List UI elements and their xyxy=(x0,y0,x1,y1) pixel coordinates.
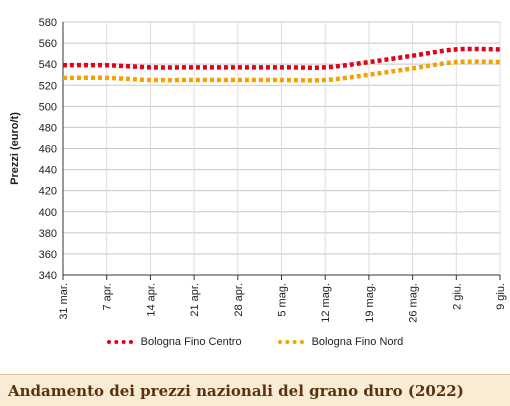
y-tick-label: 360 xyxy=(39,249,57,261)
y-tick-label: 520 xyxy=(39,80,57,92)
x-tick-label: 21 apr. xyxy=(189,283,201,317)
legend-swatch xyxy=(106,340,133,344)
x-tick-label: 26 mag. xyxy=(408,283,420,323)
y-tick-label: 480 xyxy=(39,122,57,134)
axes: 340 360 380 400 420 440 460 480 500 520 540 560 580 3… xyxy=(39,17,507,323)
y-tick-label: 500 xyxy=(39,101,57,113)
x-tick-label: 9 giu. xyxy=(495,283,507,310)
legend-item-2: Bologna Fino Nord xyxy=(277,336,404,348)
x-tick-label: 12 mag. xyxy=(320,283,332,323)
chart-title-bar: Andamento dei prezzi nazionali del grano… xyxy=(0,374,510,406)
legend-item-1: Bologna Fino Centro xyxy=(106,336,242,348)
y-tick-label: 420 xyxy=(39,186,57,198)
grid xyxy=(62,21,501,276)
legend-label: Bologna Fino Centro xyxy=(140,336,242,348)
x-tick-label: 7 apr. xyxy=(102,283,114,311)
y-axis-label: Prezzi (euro/t) xyxy=(9,112,21,185)
legend-label: Bologna Fino Nord xyxy=(311,336,404,348)
y-tick-label: 440 xyxy=(39,165,57,177)
y-tick-label: 460 xyxy=(39,144,57,156)
y-tick-label: 540 xyxy=(39,59,57,71)
y-tick-label: 400 xyxy=(39,207,57,219)
y-tick-label: 380 xyxy=(39,228,57,240)
x-tick-label: 5 mag. xyxy=(277,283,289,317)
legend: Bologna Fino Centro Bologna Fino Nord xyxy=(0,330,510,354)
series-layer xyxy=(62,46,501,83)
x-tick-label: 2 giu. xyxy=(451,283,463,310)
x-tick-label: 28 apr. xyxy=(233,283,245,317)
x-tick-label: 19 mag. xyxy=(364,283,376,323)
x-tick-label: 14 apr. xyxy=(145,283,157,317)
y-tick-label: 340 xyxy=(39,270,57,282)
y-tick-label: 560 xyxy=(39,38,57,50)
chart: 340 360 380 400 420 440 460 480 500 520 540 560 580 3… xyxy=(9,17,507,323)
y-tick-label: 580 xyxy=(39,17,57,29)
chart-title: Andamento dei prezzi nazionali del grano… xyxy=(8,381,464,400)
legend-swatch xyxy=(277,340,304,344)
x-tick-label: 31 mar. xyxy=(58,283,70,320)
